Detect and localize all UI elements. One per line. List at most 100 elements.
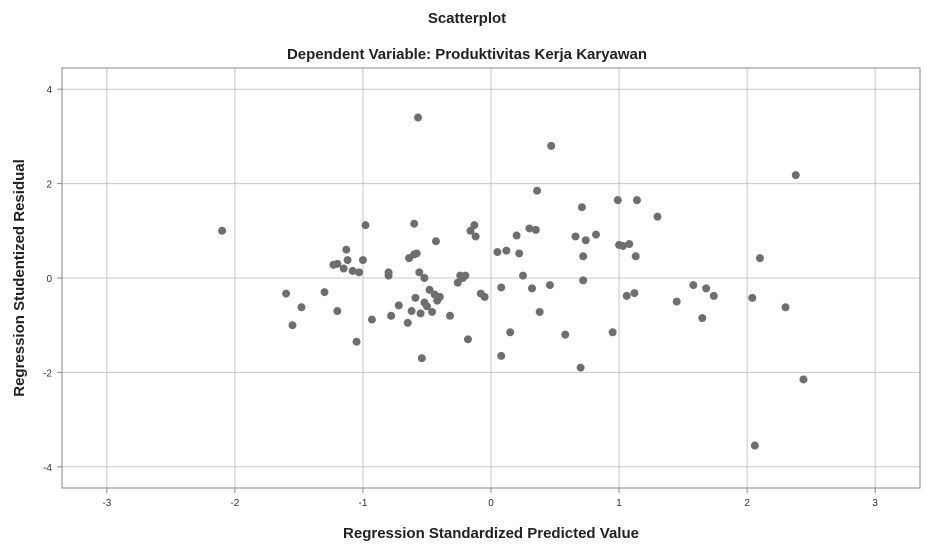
scatter-point — [755, 254, 764, 263]
scatter-point — [453, 278, 462, 287]
scatter-point — [425, 285, 434, 294]
scatter-point — [339, 264, 348, 273]
scatter-point — [361, 221, 370, 230]
x-axis-ticks: -3 -2 -1 0 1 2 3 — [102, 498, 878, 509]
scatter-point — [799, 375, 808, 384]
scatter-point — [282, 289, 291, 298]
y-tick-label: 4 — [46, 85, 52, 96]
scatter-point — [506, 328, 515, 337]
scatter-point — [358, 256, 367, 265]
scatter-point — [417, 354, 426, 363]
x-tick-label: 1 — [616, 498, 622, 509]
scatter-point — [672, 297, 681, 306]
scatter-point — [497, 351, 506, 360]
y-tick-label: -4 — [43, 463, 52, 474]
scatter-point — [333, 259, 342, 268]
x-tick-label: -2 — [230, 498, 239, 509]
scatter-point — [579, 252, 588, 261]
scatter-point — [218, 226, 227, 235]
scatter-point — [545, 281, 554, 290]
scatter-point — [622, 291, 631, 300]
scatter-point — [480, 292, 489, 301]
scatter-point — [576, 363, 585, 372]
scatter-point — [420, 274, 429, 282]
x-axis-label: Regression Standardized Predicted Value — [343, 525, 639, 542]
scatter-point — [577, 203, 586, 212]
scatter-point — [698, 314, 707, 323]
scatter-point — [394, 301, 403, 310]
scatter-point — [352, 337, 361, 346]
scatter-point — [422, 302, 431, 311]
scatter-point — [581, 236, 590, 245]
scatter-point — [288, 321, 297, 330]
scatter-point — [410, 219, 419, 228]
scatter-point — [497, 283, 506, 292]
chart-title: Scatterplot — [427, 10, 507, 27]
scatter-point — [355, 268, 364, 277]
scatter-point — [297, 303, 306, 312]
scatter-point — [579, 276, 588, 285]
scatter-point — [343, 256, 352, 265]
scatter-point — [428, 307, 437, 316]
scatter-point — [781, 303, 790, 312]
scatter-point — [320, 288, 329, 297]
scatter-point — [625, 240, 634, 249]
y-axis-label: Regression Studentized Residual — [11, 159, 28, 397]
y-tick-label: -2 — [43, 368, 52, 379]
chart-subtitle: Dependent Variable: Produktivitas Kerja … — [286, 46, 648, 63]
scatter-point — [414, 113, 423, 122]
scatter-point — [512, 231, 521, 240]
scatter-point — [435, 292, 444, 301]
scatter-point — [689, 281, 698, 290]
scatter-point — [470, 221, 479, 230]
scatter-point — [748, 293, 757, 302]
scatter-point — [592, 230, 601, 239]
scatter-point — [461, 271, 470, 280]
scatter-point — [384, 271, 393, 280]
scatter-point — [466, 226, 475, 235]
x-tick-label: 2 — [744, 498, 750, 509]
scatter-point — [531, 225, 540, 234]
scatter-point — [342, 245, 351, 254]
grid-lines — [57, 68, 920, 493]
scatter-point — [535, 307, 544, 316]
scatter-point — [653, 212, 662, 221]
scatter-point — [471, 232, 480, 241]
y-axis-ticks: -4 -2 0 2 4 — [43, 85, 52, 474]
x-tick-label: -1 — [358, 498, 367, 509]
scatter-point — [416, 309, 425, 318]
scatter-point — [463, 335, 472, 344]
scatter-point — [515, 249, 524, 258]
scatter-point — [431, 237, 440, 246]
data-points — [218, 113, 808, 450]
scatter-point — [493, 248, 502, 257]
x-tick-label: 3 — [872, 498, 878, 509]
scatter-point — [348, 266, 357, 275]
scatter-point — [571, 232, 580, 241]
scatter-point — [387, 311, 396, 320]
scatter-point — [750, 441, 759, 450]
y-tick-label: 0 — [46, 274, 52, 285]
scatter-point — [403, 318, 412, 327]
scatter-point — [446, 311, 455, 320]
scatter-point — [527, 284, 536, 293]
scatter-point — [502, 246, 511, 255]
scatter-point — [411, 293, 420, 302]
scatter-point — [547, 141, 556, 150]
plot-frame — [61, 67, 921, 489]
x-tick-label: -3 — [102, 498, 111, 509]
scatter-point — [608, 328, 617, 337]
scatter-point — [702, 284, 711, 293]
scatter-point — [367, 315, 376, 324]
scatter-point — [533, 186, 542, 195]
scatter-point — [613, 196, 622, 205]
scatter-point — [709, 291, 718, 300]
scatter-point — [631, 252, 640, 261]
scatter-point — [630, 289, 639, 298]
x-tick-label: 0 — [488, 498, 494, 509]
scatter-point — [525, 224, 534, 233]
y-tick-label: 2 — [46, 180, 52, 191]
scatter-point — [632, 196, 641, 205]
scatter-point — [415, 268, 424, 277]
